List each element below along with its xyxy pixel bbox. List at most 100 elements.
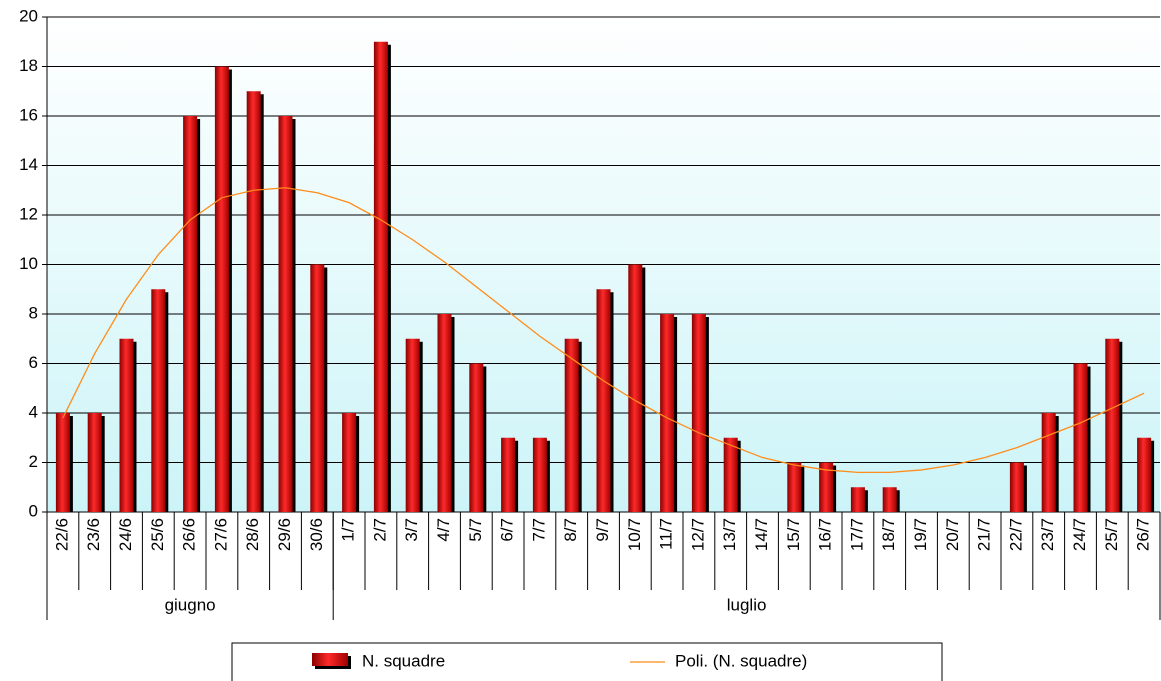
- bar-face: [373, 41, 388, 512]
- x-tick-label: 4/7: [434, 518, 453, 542]
- legend-swatch: [312, 653, 348, 666]
- bar: [469, 363, 487, 512]
- y-tick-label: 10: [19, 254, 38, 273]
- x-tick-label: 15/7: [784, 518, 803, 551]
- y-tick-label: 14: [19, 155, 38, 174]
- x-tick-label: 24/6: [116, 518, 135, 551]
- y-tick-label: 8: [29, 303, 38, 322]
- bar-face: [437, 314, 452, 512]
- bar: [882, 487, 900, 512]
- x-tick-label: 19/7: [911, 518, 930, 551]
- bar: [119, 338, 137, 512]
- x-tick-label: 21/7: [975, 518, 994, 551]
- bar: [660, 314, 678, 512]
- x-tick-label: 26/6: [180, 518, 199, 551]
- bar-face: [723, 437, 738, 512]
- bar: [723, 437, 741, 512]
- x-tick-label: 13/7: [720, 518, 739, 551]
- x-tick-label: 9/7: [593, 518, 612, 542]
- bar: [405, 338, 423, 512]
- bar: [1073, 363, 1091, 512]
- bar-face: [214, 66, 229, 512]
- trend-line: [62, 187, 1145, 474]
- bar-face: [1009, 462, 1024, 512]
- legend-label: Poli. (N. squadre): [675, 651, 807, 670]
- bar: [342, 413, 360, 512]
- bar: [501, 437, 519, 512]
- x-tick-label: 27/6: [211, 518, 230, 551]
- bar: [1105, 338, 1123, 512]
- y-tick-label: 12: [19, 204, 38, 223]
- bar: [373, 41, 391, 512]
- bar-face: [532, 437, 547, 512]
- x-tick-label: 12/7: [688, 518, 707, 551]
- bar-face: [278, 116, 293, 512]
- bar: [278, 116, 296, 512]
- bar-face: [310, 264, 325, 512]
- bar-face: [119, 338, 134, 512]
- bar: [787, 462, 805, 512]
- bar-face: [405, 338, 420, 512]
- bar-face: [1137, 437, 1152, 512]
- x-tick-label: 22/7: [1006, 518, 1025, 551]
- bar-face: [564, 338, 579, 512]
- x-tick-label: 17/7: [847, 518, 866, 551]
- bar-face: [660, 314, 675, 512]
- bar: [437, 314, 455, 512]
- bar: [1137, 437, 1155, 512]
- y-tick-label: 2: [29, 452, 38, 471]
- bar: [1009, 462, 1027, 512]
- y-tick-label: 0: [29, 501, 38, 520]
- group-label: luglio: [727, 595, 767, 614]
- x-tick-label: 25/6: [148, 518, 167, 551]
- x-tick-label: 20/7: [943, 518, 962, 551]
- x-tick-label: 3/7: [402, 518, 421, 542]
- y-tick-label: 20: [19, 6, 38, 25]
- bar-face: [691, 314, 706, 512]
- y-tick-label: 18: [19, 56, 38, 75]
- bar-face: [151, 289, 166, 512]
- bar: [55, 413, 73, 512]
- x-tick-label: 16/7: [816, 518, 835, 551]
- bar-face: [183, 116, 198, 512]
- x-tick-label: 7/7: [529, 518, 548, 542]
- bar: [87, 413, 105, 512]
- x-tick-label: 25/7: [1102, 518, 1121, 551]
- x-tick-label: 6/7: [498, 518, 517, 542]
- bar: [246, 91, 264, 512]
- y-tick-label: 16: [19, 105, 38, 124]
- bar-face: [1041, 413, 1056, 512]
- x-tick-label: 14/7: [752, 518, 771, 551]
- bar: [596, 289, 614, 512]
- bar-face: [1105, 338, 1120, 512]
- x-tick-label: 1/7: [339, 518, 358, 542]
- bar-face: [246, 91, 261, 512]
- bar-face: [596, 289, 611, 512]
- x-tick-label: 23/7: [1038, 518, 1057, 551]
- bar-face: [882, 487, 897, 512]
- bar-face: [55, 413, 70, 512]
- x-tick-label: 2/7: [370, 518, 389, 542]
- x-tick-label: 18/7: [879, 518, 898, 551]
- bar: [819, 462, 837, 512]
- bar-face: [342, 413, 357, 512]
- bar: [183, 116, 201, 512]
- bar: [532, 437, 550, 512]
- bar: [628, 264, 646, 512]
- x-tick-label: 26/7: [1134, 518, 1153, 551]
- x-tick-label: 22/6: [52, 518, 71, 551]
- x-tick-label: 10/7: [625, 518, 644, 551]
- bar: [310, 264, 328, 512]
- x-tick-label: 11/7: [657, 518, 676, 550]
- legend-label: N. squadre: [362, 651, 445, 670]
- x-tick-label: 8/7: [561, 518, 580, 542]
- bar-face: [501, 437, 516, 512]
- x-tick-label: 30/6: [307, 518, 326, 551]
- x-tick-label: 23/6: [84, 518, 103, 551]
- bar: [1041, 413, 1059, 512]
- bar: [214, 66, 232, 512]
- bar-face: [787, 462, 802, 512]
- x-tick-label: 24/7: [1070, 518, 1089, 551]
- bar-face: [628, 264, 643, 512]
